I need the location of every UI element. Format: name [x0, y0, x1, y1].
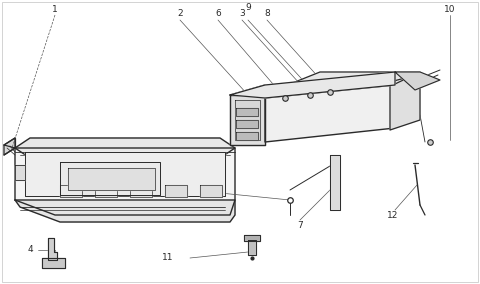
Text: 10: 10: [444, 5, 456, 14]
Polygon shape: [25, 152, 225, 196]
Polygon shape: [60, 185, 82, 197]
Text: 12: 12: [387, 212, 399, 220]
Polygon shape: [265, 72, 420, 94]
Polygon shape: [15, 200, 235, 222]
Polygon shape: [265, 85, 395, 142]
Polygon shape: [244, 235, 260, 241]
Polygon shape: [330, 155, 340, 210]
Polygon shape: [48, 238, 57, 260]
Polygon shape: [130, 185, 152, 197]
Polygon shape: [236, 108, 258, 116]
Polygon shape: [395, 72, 440, 90]
Polygon shape: [60, 162, 160, 195]
Polygon shape: [236, 132, 258, 140]
Polygon shape: [230, 72, 395, 98]
Text: 6: 6: [215, 9, 221, 18]
Polygon shape: [200, 185, 222, 197]
Polygon shape: [236, 120, 258, 128]
Text: 1: 1: [52, 5, 58, 14]
Text: 11: 11: [162, 254, 174, 262]
Text: 5: 5: [202, 187, 208, 197]
Polygon shape: [230, 95, 265, 145]
Polygon shape: [15, 138, 235, 158]
Polygon shape: [390, 74, 420, 130]
Polygon shape: [165, 185, 187, 197]
Text: 7: 7: [297, 222, 303, 231]
Polygon shape: [95, 185, 117, 197]
Text: 4: 4: [27, 245, 33, 254]
Polygon shape: [42, 258, 65, 268]
Polygon shape: [15, 148, 235, 215]
Polygon shape: [68, 168, 155, 190]
Text: 9: 9: [245, 3, 251, 12]
Polygon shape: [15, 165, 25, 180]
Text: 8: 8: [264, 9, 270, 18]
Text: 2: 2: [177, 9, 183, 18]
Polygon shape: [248, 240, 256, 255]
Polygon shape: [235, 100, 260, 140]
Polygon shape: [4, 138, 15, 155]
Text: 3: 3: [239, 9, 245, 18]
